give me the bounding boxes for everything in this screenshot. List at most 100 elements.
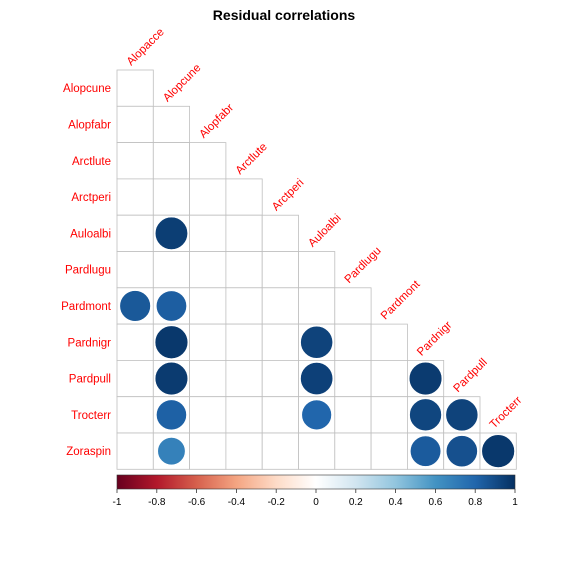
grid-cell (225, 396, 263, 434)
correlation-circle (156, 399, 187, 431)
grid-cell (225, 214, 263, 252)
col-label: Alopfabr (197, 102, 236, 141)
grid-cell (261, 396, 299, 434)
grid-cell (225, 432, 263, 470)
correlation-circle (409, 435, 442, 467)
row-label: Arctlute (72, 156, 111, 168)
grid-cell (116, 432, 154, 470)
grid-cell (152, 251, 191, 289)
grid-cell (225, 178, 263, 216)
correlation-circle (408, 361, 443, 396)
grid-cell (261, 323, 299, 361)
correlation-circle (154, 361, 189, 396)
correlation-circle (154, 325, 189, 359)
grid-cell (116, 142, 154, 180)
grid-cell (334, 396, 372, 434)
grid-cell (116, 359, 154, 398)
grid-cell (116, 323, 154, 361)
grid-cell (116, 69, 154, 107)
colorbar (116, 474, 516, 490)
col-label: Trocterr (488, 394, 525, 431)
colorbar-tick-label: 0.2 (349, 497, 363, 508)
row-label: Trocterr (71, 410, 111, 422)
col-label: Pardlugu (343, 245, 384, 286)
col-label: Auloalbi (306, 212, 343, 249)
colorbar-ticks: -1 -0.8 -0.6 -0.4 -0.2 0 0.2 0.4 0.6 0.8 1 (113, 489, 518, 508)
grid-cell (152, 178, 191, 216)
grid-cell (189, 396, 227, 434)
colorbar-tick-label: 1 (512, 497, 518, 508)
grid-cell (225, 251, 263, 289)
row-label: Pardnigr (68, 337, 112, 349)
grid-cell (152, 105, 191, 144)
col-label: Arctperi (270, 177, 307, 214)
correlation-circle (409, 398, 442, 432)
colorbar-tick-label: -0.6 (188, 497, 206, 508)
correlation-circle (445, 398, 479, 432)
correlation-circle (154, 216, 188, 250)
row-label: Zoraspin (66, 446, 111, 458)
correlation-circle (301, 399, 332, 431)
grid-cell (189, 178, 227, 216)
correlation-circle (157, 437, 186, 466)
grid-cell (225, 323, 263, 361)
row-label: Arctperi (71, 192, 111, 204)
col-label: Pardpull (451, 356, 489, 394)
correlation-circle (155, 290, 187, 322)
colorbar-tick-label: -1 (113, 497, 122, 508)
correlation-circles (119, 216, 515, 468)
grid-cell (261, 214, 299, 252)
colorbar-tick-label: -0.4 (228, 497, 246, 508)
grid-cell (189, 323, 227, 361)
grid-cell (152, 142, 191, 180)
correlation-circle (300, 362, 334, 395)
row-label: Alopfabr (68, 119, 111, 131)
grid-cell (261, 432, 299, 470)
grid-cell (189, 432, 227, 470)
grid-cell (261, 251, 299, 289)
grid-cell (116, 105, 154, 144)
grid-cell (298, 432, 336, 470)
grid-cell (370, 323, 408, 361)
grid-cell (370, 432, 408, 470)
row-label: Pardpull (69, 374, 111, 386)
grid-cell (370, 359, 408, 398)
grid-cell (370, 396, 408, 434)
grid-cell (189, 359, 227, 398)
grid-cell (225, 287, 263, 325)
colorbar-tick-label: -0.8 (148, 497, 166, 508)
row-label: Alopcune (63, 83, 111, 95)
correlation-circle (300, 325, 334, 359)
grid-cell (334, 432, 372, 470)
grid-cell (116, 251, 154, 289)
grid-cell (189, 214, 227, 252)
grid-cell (334, 287, 372, 325)
grid-cell (116, 178, 154, 216)
col-label: Arctlute (234, 141, 270, 177)
grid-cell (334, 359, 372, 398)
row-label: Pardlugu (65, 265, 111, 277)
col-label: Alopcune (161, 62, 203, 104)
colorbar-tick-label: 0.8 (468, 497, 482, 508)
correlation-circle (481, 434, 515, 468)
col-label: Alopacce (125, 26, 167, 68)
grid-cell (189, 251, 227, 289)
colorbar-tick-label: -0.2 (268, 497, 286, 508)
colorbar-tick-label: 0 (313, 497, 319, 508)
col-label: Pardnigr (415, 319, 454, 358)
correlation-circle (445, 435, 478, 468)
grid-cell (261, 287, 299, 325)
grid-cell (225, 359, 263, 398)
colorbar-tick-label: 0.6 (428, 497, 442, 508)
row-label: Pardmont (61, 301, 112, 313)
row-labels: Alopcune Alopfabr Arctlute Arctperi Auloalbi… (61, 83, 112, 458)
grid-cell (189, 142, 227, 180)
grid-cell (116, 396, 154, 434)
grid-cell (116, 214, 154, 252)
row-label: Auloalbi (70, 228, 111, 240)
col-label: Pardmont (379, 278, 423, 322)
chart-title: Residual correlations (213, 7, 356, 23)
grid-cell (189, 287, 227, 325)
grid-cell (261, 359, 299, 398)
